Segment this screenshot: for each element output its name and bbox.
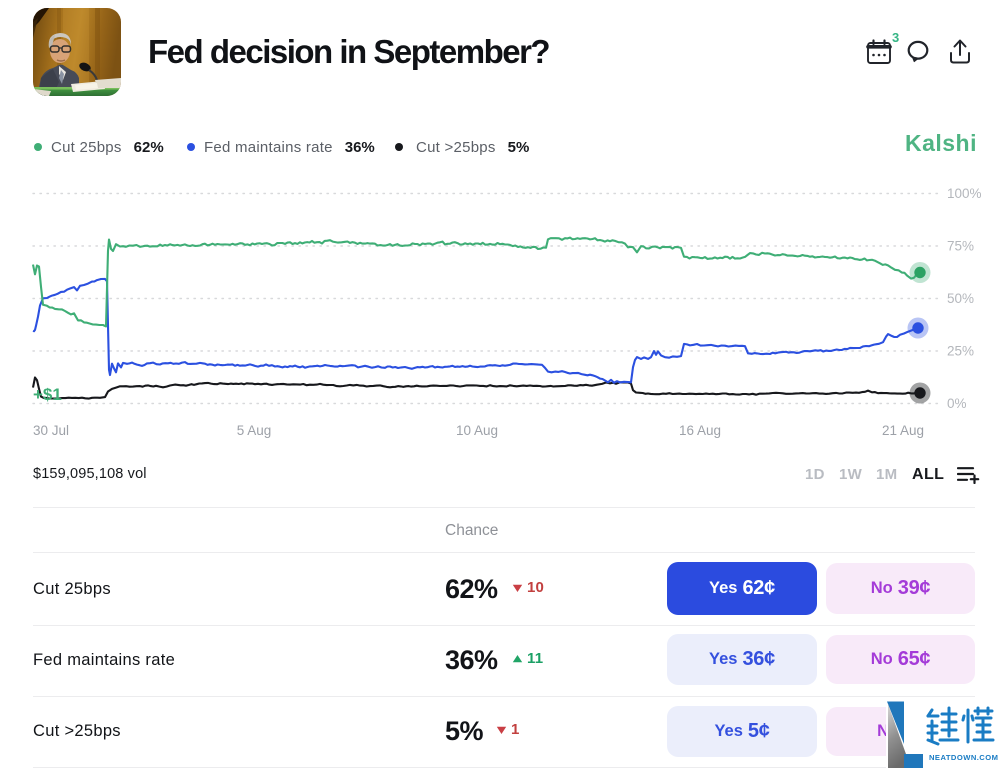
svg-text:3: 3 bbox=[892, 30, 899, 45]
svg-text:30 Jul: 30 Jul bbox=[33, 423, 69, 438]
svg-text:5 Aug: 5 Aug bbox=[237, 423, 272, 438]
svg-text:+$1: +$1 bbox=[33, 385, 62, 404]
svg-text:100%: 100% bbox=[947, 186, 982, 201]
svg-text:75%: 75% bbox=[947, 239, 974, 254]
svg-text:0%: 0% bbox=[947, 396, 967, 411]
svg-text:NEATDOWN.COM: NEATDOWN.COM bbox=[929, 753, 998, 762]
svg-text:50%: 50% bbox=[947, 291, 974, 306]
svg-text:16 Aug: 16 Aug bbox=[679, 423, 721, 438]
svg-text:21 Aug: 21 Aug bbox=[882, 423, 924, 438]
svg-text:10 Aug: 10 Aug bbox=[456, 423, 498, 438]
svg-text:25%: 25% bbox=[947, 344, 974, 359]
